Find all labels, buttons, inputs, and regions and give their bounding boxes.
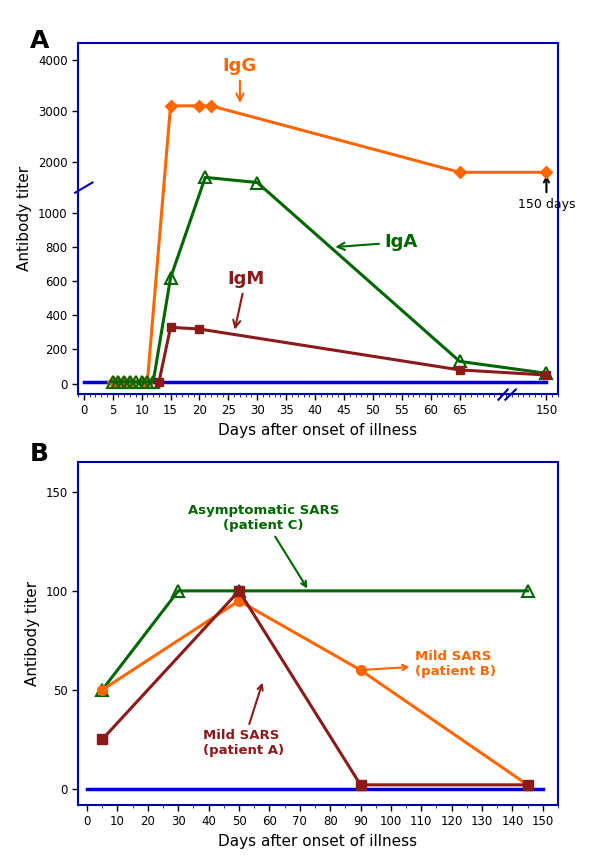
Text: IgM: IgM [227,270,265,328]
X-axis label: Days after onset of illness: Days after onset of illness [218,423,418,437]
Text: Mild SARS
(patient A): Mild SARS (patient A) [203,685,284,758]
Y-axis label: Antibody titer: Antibody titer [25,581,40,686]
Text: Mild SARS
(patient B): Mild SARS (patient B) [364,650,496,678]
Text: Asymptomatic SARS
(patient C): Asymptomatic SARS (patient C) [188,503,339,586]
Y-axis label: Antibody titer: Antibody titer [17,166,32,270]
Text: 150 days: 150 days [518,177,575,211]
Text: IgA: IgA [338,233,418,251]
Text: A: A [30,29,49,53]
Text: IgG: IgG [223,57,257,101]
X-axis label: Days after onset of illness: Days after onset of illness [218,834,418,848]
Text: B: B [30,442,49,466]
